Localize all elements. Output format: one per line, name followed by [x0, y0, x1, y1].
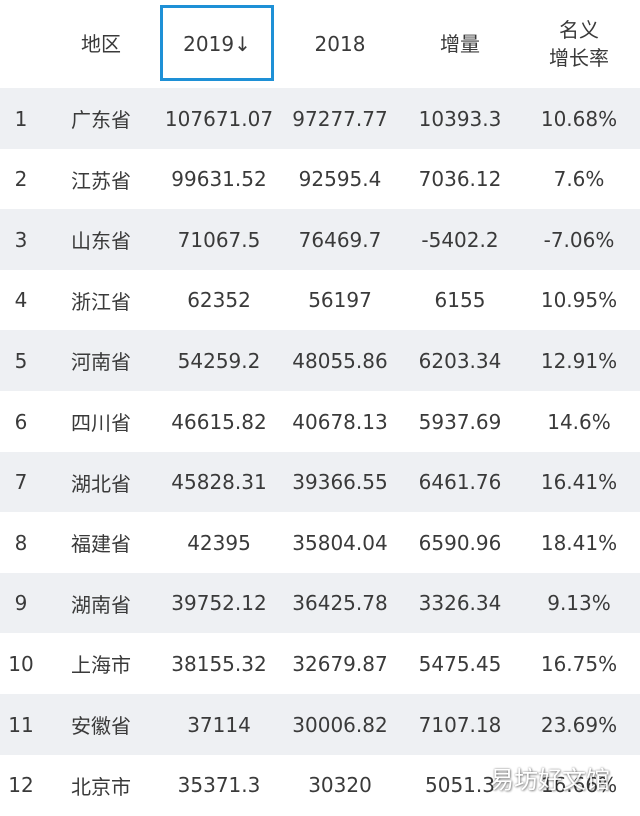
- growth-rate-cell: 14.6%: [547, 409, 611, 434]
- table-row[interactable]: 8 福建省 42395 35804.04 6590.96 18.41%: [0, 512, 640, 574]
- table-row[interactable]: 5 河南省 54259.2 48055.86 6203.34 12.91%: [0, 330, 640, 392]
- value-2018-cell: 48055.86: [292, 348, 388, 373]
- value-2019-cell: 99631.52: [171, 167, 267, 192]
- growth-rate-cell: 18.41%: [540, 530, 618, 555]
- rank-cell: 8: [14, 530, 28, 555]
- value-2018-cell: 30006.82: [292, 712, 388, 737]
- growth-rate-cell: 23.69%: [540, 712, 618, 737]
- table-row[interactable]: 7 湖北省 45828.31 39366.55 6461.76 16.41%: [0, 451, 640, 513]
- table-header: 地区 2019↓ 2018 增量 名义 增长率: [0, 0, 640, 88]
- delta-cell: -5402.2: [421, 227, 499, 252]
- rank-cell: 11: [8, 712, 34, 737]
- rank-cell: 9: [14, 591, 28, 616]
- growth-rate-cell: 10.95%: [540, 288, 618, 313]
- delta-cell: 5937.69: [418, 409, 502, 434]
- rank-cell: 12: [8, 773, 34, 798]
- growth-rate-cell: 10.68%: [540, 106, 618, 131]
- growth-rate-cell: 12.91%: [540, 348, 618, 373]
- delta-cell: 7107.18: [418, 712, 502, 737]
- column-header-region[interactable]: 地区: [81, 32, 121, 56]
- region-cell: 上海市: [71, 653, 131, 678]
- value-2019-cell: 71067.5: [177, 227, 261, 252]
- region-cell: 浙江省: [71, 289, 131, 314]
- value-2019-cell: 45828.31: [171, 470, 267, 495]
- rank-cell: 4: [14, 288, 28, 313]
- table-row[interactable]: 4 浙江省 62352 56197 6155 10.95%: [0, 269, 640, 331]
- value-2018-cell: 30320: [308, 773, 372, 798]
- rank-cell: 3: [14, 227, 28, 252]
- table-row[interactable]: 2 江苏省 99631.52 92595.4 7036.12 7.6%: [0, 148, 640, 210]
- value-2018-cell: 56197: [308, 288, 372, 313]
- rank-cell: 10: [8, 651, 34, 676]
- delta-cell: 6590.96: [418, 530, 502, 555]
- value-2018-cell: 32679.87: [292, 651, 388, 676]
- value-2018-cell: 97277.77: [292, 106, 388, 131]
- value-2018-cell: 35804.04: [292, 530, 388, 555]
- region-cell: 河南省: [71, 350, 131, 375]
- region-cell: 福建省: [71, 532, 131, 557]
- rank-cell: 5: [14, 348, 28, 373]
- table-row[interactable]: 9 湖南省 39752.12 36425.78 3326.34 9.13%: [0, 572, 640, 634]
- delta-cell: 7036.12: [418, 167, 502, 192]
- value-2019-cell: 54259.2: [177, 348, 261, 373]
- growth-rate-cell: 16.66%: [540, 773, 618, 798]
- growth-rate-cell: -7.06%: [543, 227, 615, 252]
- region-cell: 广东省: [71, 108, 131, 132]
- growth-rate-cell: 16.75%: [540, 651, 618, 676]
- value-2019-cell: 107671.07: [164, 106, 274, 131]
- delta-cell: 6461.76: [418, 470, 502, 495]
- growth-rate-cell: 9.13%: [547, 591, 611, 616]
- delta-cell: 6203.34: [418, 348, 502, 373]
- table-row[interactable]: 6 四川省 46615.82 40678.13 5937.69 14.6%: [0, 391, 640, 452]
- table-row[interactable]: 11 安徽省 37114 30006.82 7107.18 23.69%: [0, 694, 640, 755]
- delta-cell: 10393.3: [418, 106, 502, 131]
- growth-rate-header-line2: 增长率: [549, 46, 609, 70]
- value-2019-cell: 37114: [187, 712, 251, 737]
- growth-rate-cell: 16.41%: [540, 470, 618, 495]
- sort-highlight-box: [160, 5, 274, 81]
- value-2019-cell: 35371.3: [177, 773, 261, 798]
- delta-cell: 6155: [434, 288, 486, 313]
- value-2018-cell: 76469.7: [298, 227, 382, 252]
- region-cell: 北京市: [71, 774, 131, 799]
- rank-cell: 6: [14, 409, 28, 434]
- table-row[interactable]: 3 山东省 71067.5 76469.7 -5402.2 -7.06%: [0, 209, 640, 271]
- watermark-text: 易坊好文馆: [490, 766, 610, 794]
- region-cell: 湖北省: [71, 471, 131, 496]
- growth-rate-header-line1: 名义: [559, 18, 599, 42]
- value-2019-cell: 38155.32: [171, 651, 267, 676]
- rank-cell: 2: [14, 167, 28, 192]
- delta-cell: 3326.34: [418, 591, 502, 616]
- region-cell: 湖南省: [71, 592, 131, 617]
- region-cell: 山东省: [71, 229, 131, 254]
- table-row[interactable]: 1 广东省 107671.07 97277.77 10393.3 10.68%: [0, 88, 640, 149]
- column-header-delta[interactable]: 增量: [440, 32, 480, 56]
- region-cell: 四川省: [71, 411, 131, 435]
- region-cell: 安徽省: [71, 714, 131, 738]
- rank-cell: 1: [14, 106, 28, 131]
- value-2019-cell: 42395: [187, 530, 251, 555]
- value-2018-cell: 92595.4: [298, 167, 382, 192]
- value-2018-cell: 39366.55: [292, 470, 388, 495]
- value-2019-cell: 39752.12: [171, 591, 267, 616]
- table-row[interactable]: 10 上海市 38155.32 32679.87 5475.45 16.75%: [0, 633, 640, 695]
- column-header-2018[interactable]: 2018: [314, 32, 366, 56]
- delta-cell: 5051.3: [425, 773, 495, 798]
- region-cell: 江苏省: [71, 168, 131, 193]
- value-2018-cell: 40678.13: [292, 409, 388, 434]
- value-2019-cell: 62352: [187, 288, 251, 313]
- value-2018-cell: 36425.78: [292, 591, 388, 616]
- column-header-2019-sorted[interactable]: 2019↓: [183, 32, 251, 56]
- rank-cell: 7: [14, 470, 28, 495]
- value-2019-cell: 46615.82: [171, 409, 267, 434]
- delta-cell: 5475.45: [418, 651, 502, 676]
- column-header-growth-rate[interactable]: 名义 增长率: [520, 0, 638, 88]
- growth-rate-cell: 7.6%: [553, 167, 605, 192]
